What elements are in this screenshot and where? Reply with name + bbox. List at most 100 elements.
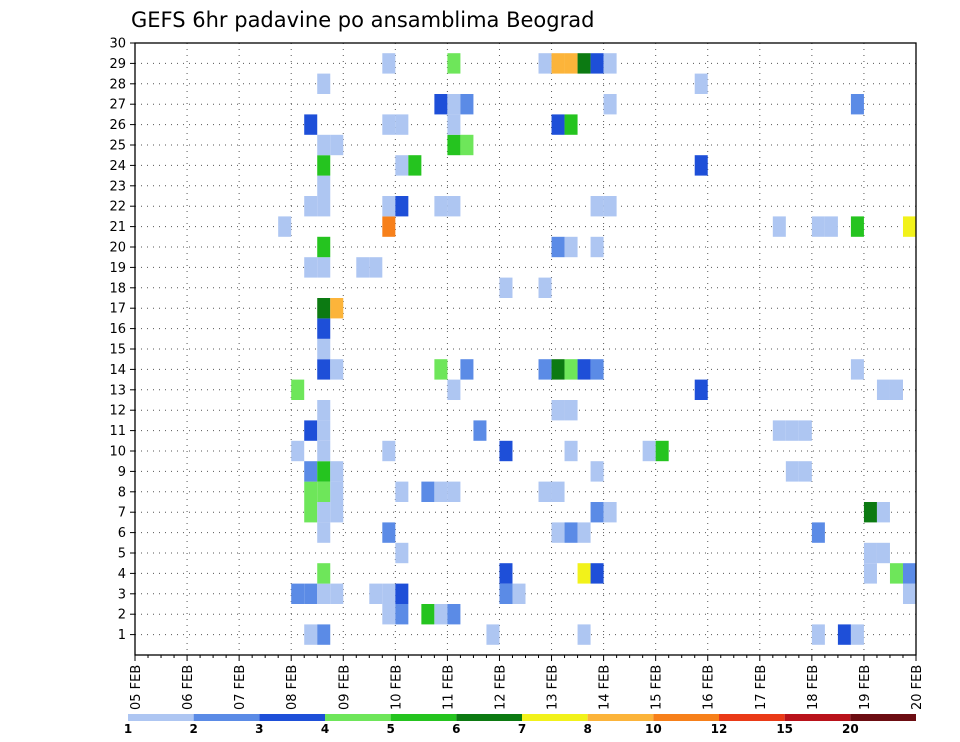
precip-cell (876, 379, 890, 400)
precip-cell (577, 522, 591, 543)
precip-cell (304, 461, 318, 482)
precip-cell (395, 583, 409, 604)
precip-cell (317, 318, 331, 339)
precip-cell (551, 236, 565, 258)
legend-label: 3 (255, 722, 263, 736)
precip-cell (382, 583, 396, 604)
y-tick-label: 2 (118, 608, 126, 623)
precip-cell (421, 481, 435, 502)
precip-cell (564, 53, 578, 74)
precip-cell (369, 583, 383, 604)
y-tick-label: 28 (109, 77, 126, 92)
y-tick-label: 10 (109, 445, 126, 460)
precip-cell (382, 114, 396, 135)
y-tick-label: 29 (109, 57, 126, 72)
precip-cell (447, 481, 461, 502)
precip-cell (395, 114, 409, 135)
y-tick-label: 21 (109, 220, 126, 235)
y-tick-label: 27 (109, 98, 126, 113)
precip-cell (317, 73, 331, 94)
y-tick-label: 24 (109, 159, 126, 174)
legend-swatch (325, 714, 391, 721)
legend: 1 2 3 4 5 6 7 8 10 12 15 20 (124, 714, 916, 736)
precip-cell (538, 53, 552, 74)
legend-label: 1 (124, 722, 132, 736)
x-axis: 05 FEB 06 FEB 07 FEB 08 FEB 09 FEB 10 FEB 11 F… (129, 655, 925, 710)
precip-cell (447, 94, 461, 115)
y-tick-label: 14 (109, 363, 126, 378)
precip-cell (850, 216, 864, 237)
precip-cell (395, 196, 409, 217)
legend-swatch (456, 714, 522, 721)
precip-cell (330, 298, 344, 319)
legend-swatch (128, 714, 194, 721)
precip-cell (772, 216, 786, 237)
precip-cell (395, 155, 409, 176)
precip-cell (304, 114, 318, 135)
precip-cell (642, 440, 656, 462)
precip-cell (603, 196, 617, 217)
legend-label: 4 (321, 722, 329, 736)
precip-cell (382, 522, 396, 543)
precip-cell (694, 379, 708, 400)
y-tick-label: 3 (118, 587, 126, 602)
precip-cell (902, 583, 916, 604)
legend-swatch (719, 714, 785, 721)
precip-cell (577, 53, 591, 74)
precip-cell (434, 94, 448, 115)
precip-cell (460, 359, 474, 380)
legend-swatch (259, 714, 325, 721)
precip-cell (382, 53, 396, 74)
precip-cell (564, 236, 578, 258)
precip-cell (889, 563, 903, 584)
precip-cell (538, 481, 552, 502)
y-tick-label: 8 (118, 485, 126, 500)
legend-swatch (522, 714, 588, 721)
y-tick-label: 26 (109, 118, 126, 133)
y-tick-label: 11 (109, 424, 126, 439)
x-tick-label: 10 FEB (389, 665, 404, 710)
precip-cell (499, 440, 513, 462)
precip-cell (317, 257, 331, 278)
x-tick-label: 15 FEB (650, 665, 665, 710)
precip-cell (434, 359, 448, 380)
y-tick-label: 18 (109, 281, 126, 296)
precip-cell (902, 216, 916, 237)
precip-cell (863, 563, 877, 584)
chart-title: GEFS 6hr padavine po ansamblima Beograd (131, 8, 594, 32)
precip-cell (551, 114, 565, 135)
precip-cell (590, 461, 604, 482)
precip-cell (811, 624, 825, 645)
precip-cell (317, 583, 331, 604)
x-tick-label: 06 FEB (181, 665, 196, 710)
y-axis: 1234567891011121314151617181920212223242… (109, 37, 135, 643)
y-tick-label: 7 (118, 506, 126, 521)
y-tick-label: 19 (109, 261, 126, 276)
precip-cell (824, 216, 838, 237)
precip-cell (577, 359, 591, 380)
y-tick-label: 1 (118, 628, 126, 643)
precip-cell (850, 94, 864, 115)
legend-label: 8 (583, 722, 591, 736)
y-tick-label: 23 (109, 179, 126, 194)
precip-cell (590, 196, 604, 217)
precip-cell (564, 400, 578, 421)
precip-cell (330, 359, 344, 380)
precip-cell (538, 277, 552, 298)
precip-cell (590, 502, 604, 523)
precip-cell (304, 257, 318, 278)
precip-cell (512, 583, 526, 604)
precip-cell (772, 420, 786, 441)
precip-cell (460, 665, 473, 685)
precip-cell (317, 624, 331, 645)
precip-cell (577, 563, 591, 584)
legend-swatch (587, 714, 654, 721)
legend-swatch (784, 714, 851, 721)
precip-cell (434, 481, 448, 502)
precip-cell (317, 440, 331, 462)
precip-cell (291, 440, 305, 462)
legend-swatch (390, 714, 457, 721)
x-tick-label: 19 FEB (858, 665, 873, 710)
precip-cell (551, 53, 565, 74)
precip-cell (785, 420, 799, 441)
